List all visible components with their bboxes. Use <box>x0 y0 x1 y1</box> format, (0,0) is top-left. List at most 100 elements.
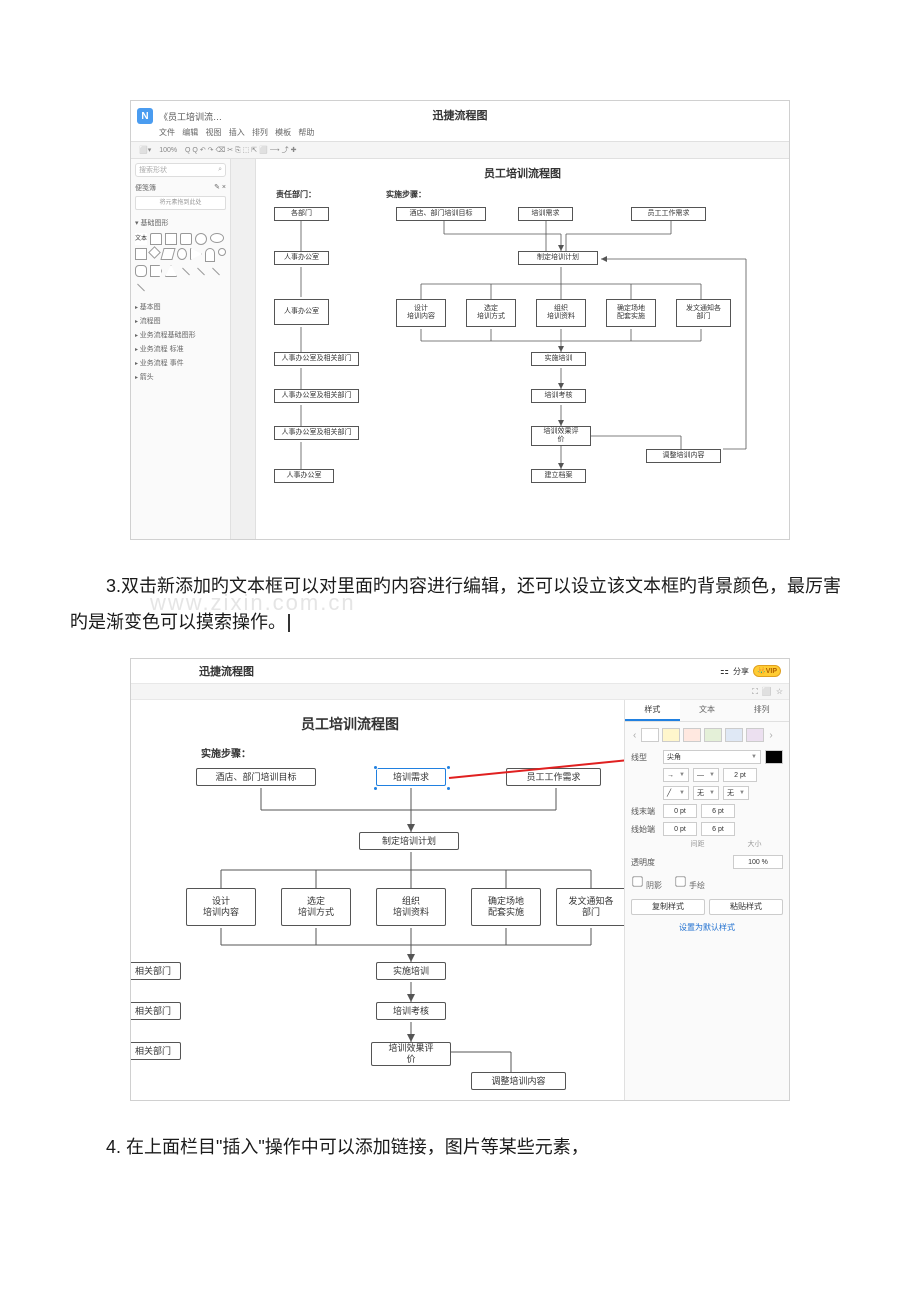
category-item[interactable]: 业务流程 事件 <box>135 356 226 370</box>
fc-node[interactable]: 调整培训内容 <box>646 449 721 463</box>
fc-node[interactable]: 确定场地 配套实施 <box>606 299 656 327</box>
shape-roundrect[interactable] <box>180 233 192 245</box>
search-input[interactable]: 搜索形状 ⌕ <box>135 163 226 177</box>
app-logo[interactable]: N <box>137 108 153 124</box>
fc-node[interactable]: 制定培训计划 <box>518 251 598 265</box>
swatch[interactable] <box>641 728 659 742</box>
zoom-level[interactable]: 100% <box>159 147 177 154</box>
flowchart-canvas[interactable]: 员工培训流程图 实施步骤： <box>131 700 624 1100</box>
line-style-select[interactable]: —▼ <box>693 768 719 782</box>
opacity-input[interactable]: 100 % <box>733 855 783 869</box>
fc-node[interactable]: 员工工作需求 <box>506 768 601 786</box>
fc-node[interactable]: 发文通知各 部门 <box>676 299 731 327</box>
shape-doc[interactable] <box>150 233 162 245</box>
fc-node[interactable]: 酒店、部门培训目标 <box>196 768 316 786</box>
fc-node[interactable]: 制定培训计划 <box>359 832 459 850</box>
fc-node[interactable]: 设计 培训内容 <box>396 299 446 327</box>
copy-style-button[interactable]: 复制样式 <box>631 899 705 915</box>
fc-node[interactable]: 调整培训内容 <box>471 1072 566 1090</box>
fc-node[interactable]: 组织 培训资料 <box>536 299 586 327</box>
shape-pill[interactable] <box>135 265 147 277</box>
star-icon[interactable]: ☆ <box>776 687 783 696</box>
fit-icon[interactable]: ⬜ <box>762 687 772 696</box>
sidebar-collapse[interactable] <box>231 159 256 539</box>
fc-node[interactable]: 实施培训 <box>376 962 446 980</box>
fc-node[interactable]: 酒店、部门培训目标 <box>396 207 486 221</box>
tab-text[interactable]: 文本 <box>680 700 735 721</box>
end-size-input[interactable]: 6 pt <box>701 804 735 818</box>
shape-line[interactable] <box>182 268 190 276</box>
menu-item[interactable]: 编辑 <box>182 128 198 137</box>
shape-square[interactable] <box>135 248 147 260</box>
shape-line[interactable] <box>212 268 220 276</box>
menu-item[interactable]: 视图 <box>205 128 221 137</box>
share-icon[interactable]: ⚏ <box>720 666 729 677</box>
fc-node[interactable]: 选定 培训方式 <box>281 888 351 926</box>
menu-item[interactable]: 文件 <box>159 128 175 137</box>
end-spacing-input[interactable]: 0 pt <box>663 804 697 818</box>
category-item[interactable]: 基本图 <box>135 300 226 314</box>
shape-parallelogram[interactable] <box>160 248 175 260</box>
fc-node[interactable]: 人事办公室及相关部门 <box>274 352 359 366</box>
shape-line[interactable] <box>137 284 145 292</box>
shape-triangle-r[interactable] <box>190 248 202 260</box>
shape-step[interactable] <box>150 265 162 277</box>
paste-style-button[interactable]: 粘贴样式 <box>709 899 783 915</box>
shadow-checkbox[interactable]: 阴影 <box>631 875 662 891</box>
menu-item[interactable]: 帮助 <box>298 128 314 137</box>
line-color[interactable] <box>765 750 783 764</box>
set-default-style-link[interactable]: 设置为默认样式 <box>625 919 789 939</box>
line-type-select[interactable]: 尖角▼ <box>663 750 761 764</box>
fc-node[interactable]: 人事办公室 <box>274 251 329 265</box>
fc-node[interactable]: 选定 培训方式 <box>466 299 516 327</box>
swatch[interactable] <box>662 728 680 742</box>
shape-ellipse[interactable] <box>210 233 224 243</box>
start-spacing-input[interactable]: 0 pt <box>663 822 697 836</box>
swatch[interactable] <box>746 728 764 742</box>
category-item[interactable]: 箭头 <box>135 370 226 384</box>
menu-item[interactable]: 排列 <box>252 128 268 137</box>
fc-node[interactable]: 设计 培训内容 <box>186 888 256 926</box>
shape-oval[interactable] <box>177 248 187 260</box>
chevron-right-icon[interactable]: › <box>767 730 774 741</box>
category-item[interactable]: 业务流程基础图形 <box>135 328 226 342</box>
scratchpad-actions[interactable]: ✎ × <box>214 183 226 193</box>
fc-node[interactable]: 人事办公室及相关部门 <box>274 426 359 440</box>
start-size-input[interactable]: 6 pt <box>701 822 735 836</box>
selection-handle[interactable] <box>446 786 451 791</box>
fill-select[interactable]: 无▼ <box>693 786 719 800</box>
fc-node[interactable]: 人事办公室 <box>274 299 329 325</box>
flowchart-canvas[interactable]: 员工培训流程图 责任部门： 实施步骤： <box>256 159 789 539</box>
arrow-start-select[interactable]: →▼ <box>663 768 689 782</box>
fc-node[interactable]: 人事办公室及相关部门 <box>274 389 359 403</box>
fc-node[interactable]: 培训效果评 价 <box>531 426 591 446</box>
fc-node[interactable]: 培训效果评 价 <box>371 1042 451 1066</box>
fc-node[interactable]: 组织 培训资料 <box>376 888 446 926</box>
toolbar-icons[interactable]: Q Q ↶ ↷ ⌫ ✂ ⎘ ⬚ ⇱ ⬜ ⟶ ⤴ ✚ <box>185 147 296 154</box>
category-item[interactable]: 流程图 <box>135 314 226 328</box>
fc-node[interactable]: 相关部门 <box>131 962 181 980</box>
fc-node[interactable]: 员工工作需求 <box>631 207 706 221</box>
selection-handle[interactable] <box>373 765 378 770</box>
drop-target[interactable]: 将元素拖到此处 <box>135 196 226 210</box>
fc-node[interactable]: 培训需求 <box>518 207 573 221</box>
shape-smcircle[interactable] <box>218 248 226 256</box>
line-width-input[interactable]: 2 pt <box>723 768 757 782</box>
shape-line[interactable] <box>197 268 205 276</box>
fc-node-selected[interactable]: 培训需求 <box>376 768 446 786</box>
tab-style[interactable]: 样式 <box>625 700 680 721</box>
menu-item[interactable]: 模板 <box>275 128 291 137</box>
fc-node[interactable]: 培训考核 <box>531 389 586 403</box>
shape-text[interactable]: 文本 <box>135 233 147 245</box>
fc-node[interactable]: 相关部门 <box>131 1002 181 1020</box>
selection-handle[interactable] <box>446 765 451 770</box>
fc-node[interactable]: 发文通知各 部门 <box>556 888 624 926</box>
shape-circle[interactable] <box>195 233 207 245</box>
category-item[interactable]: 业务流程 标准 <box>135 342 226 356</box>
fc-node[interactable]: 各部门 <box>274 207 329 221</box>
line-cap-select[interactable]: ╱▼ <box>663 786 689 800</box>
fc-node[interactable]: 培训考核 <box>376 1002 446 1020</box>
shape-cylinder[interactable] <box>205 248 215 262</box>
tab-arrange[interactable]: 排列 <box>734 700 789 721</box>
vip-badge[interactable]: 👑VIP <box>753 665 781 677</box>
